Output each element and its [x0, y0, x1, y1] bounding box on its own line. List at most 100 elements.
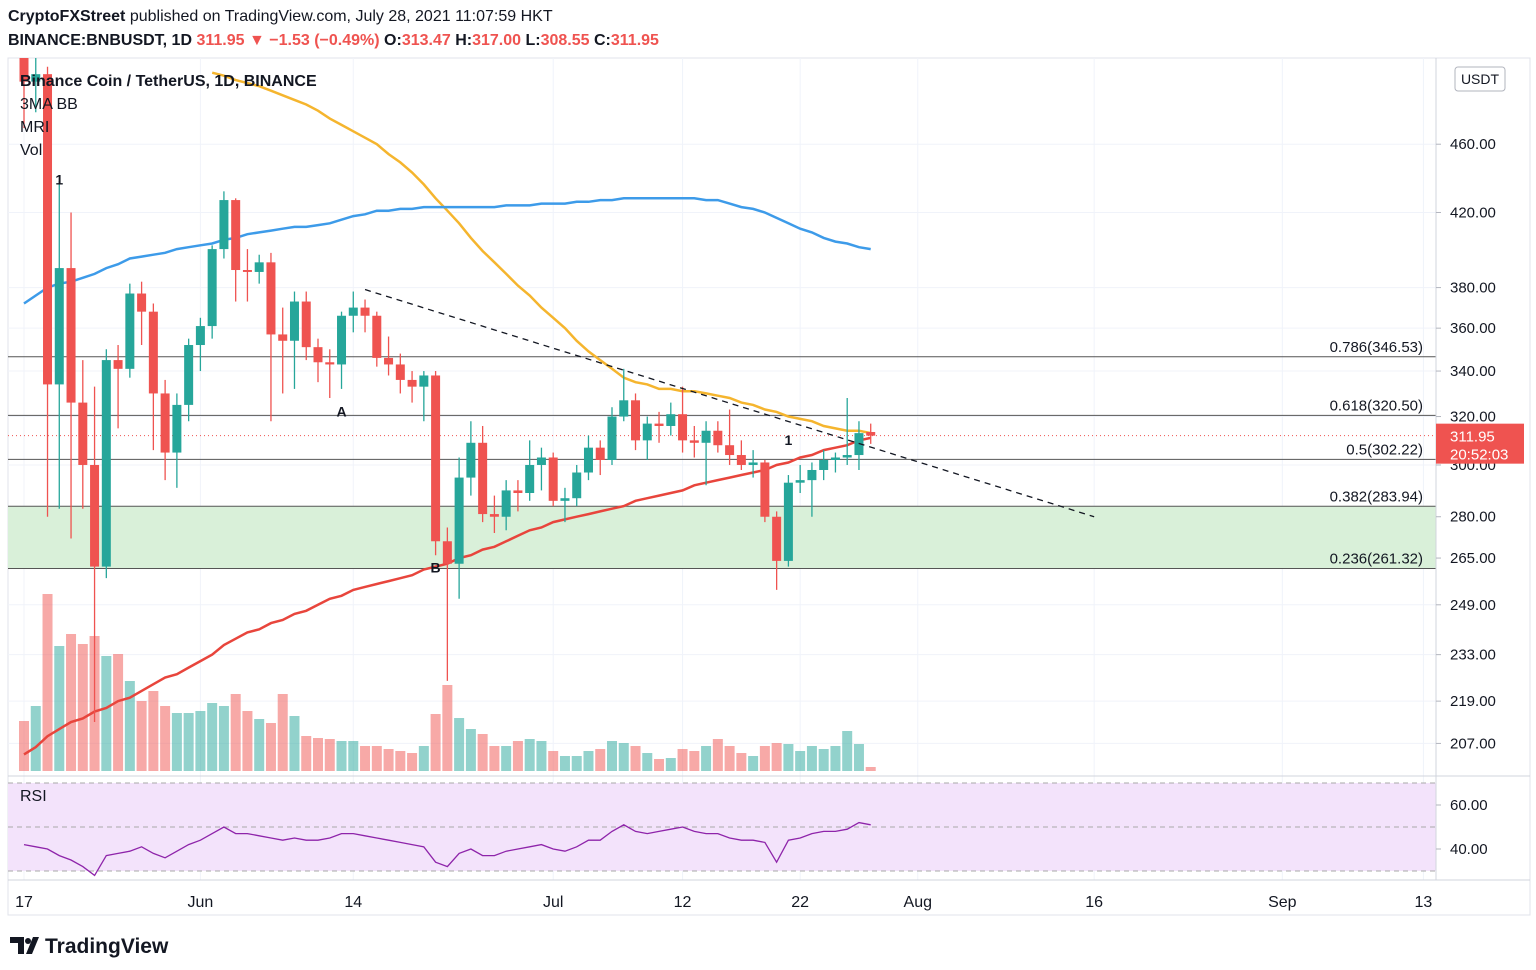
fib-label: 0.5(302.22) — [1346, 441, 1423, 458]
candle-body — [207, 249, 217, 327]
candle-body — [78, 402, 88, 465]
volume-bar — [113, 654, 124, 771]
volume-bar — [454, 718, 465, 771]
volume-bar — [689, 751, 700, 771]
volume-bar — [630, 746, 641, 771]
x-tick-label: 12 — [674, 894, 692, 911]
last-price: 311.95 — [1450, 429, 1495, 446]
volume-bar — [830, 746, 841, 771]
publisher: CryptoFXStreet — [8, 8, 126, 25]
volume-bar — [853, 744, 864, 771]
header-line-2: BINANCE:BNBUSDT, 1D 311.95 ▼ −1.53 (−0.4… — [8, 32, 659, 49]
signal-marker: 1 — [785, 432, 793, 448]
candle-body — [501, 490, 511, 517]
volume-bar — [30, 706, 41, 771]
candle-body — [678, 414, 688, 441]
last-price-box — [1436, 423, 1524, 464]
candle-body — [313, 347, 323, 363]
volume-bar — [348, 741, 359, 771]
candle-body — [466, 442, 476, 478]
l-label: L: — [525, 32, 540, 49]
volume-bar — [536, 741, 547, 771]
candle-body — [31, 74, 41, 82]
volume-bar — [771, 743, 782, 771]
volume-bar — [242, 711, 253, 771]
currency-box[interactable] — [1454, 66, 1506, 92]
volume-bar — [595, 749, 606, 771]
volume-bar — [842, 731, 853, 771]
candle-body — [572, 472, 582, 499]
y-tick-label: 207.00 — [1450, 735, 1496, 752]
candle-body — [360, 307, 370, 316]
rsi-tick-label: 40.00 — [1450, 841, 1488, 858]
y-tick-label: 233.00 — [1450, 647, 1496, 664]
candle-body — [90, 464, 100, 567]
x-tick-label: 14 — [344, 894, 362, 911]
volume-bar — [583, 751, 594, 771]
volume-bar — [654, 759, 665, 771]
arrow: ▼ — [249, 32, 265, 49]
volume-bar — [66, 634, 77, 771]
candle-body — [419, 375, 429, 387]
logo-icon — [10, 937, 39, 954]
volume-bar — [489, 746, 500, 771]
x-tick-label: Aug — [904, 894, 932, 911]
volume-bar — [54, 646, 65, 771]
candle-body — [795, 480, 805, 483]
candle-body — [219, 200, 229, 250]
volume-bar — [383, 749, 394, 771]
candle-body — [242, 270, 252, 272]
candle-body — [725, 445, 735, 456]
volume-bar — [301, 736, 312, 771]
volume-bar — [171, 713, 182, 771]
volume-bar — [759, 746, 770, 771]
candle-body — [184, 345, 194, 405]
published: published on TradingView.com, July 28, 2… — [130, 8, 553, 25]
y-tick-label: 265.00 — [1450, 550, 1496, 567]
fib-label: 0.236(261.32) — [1330, 551, 1423, 568]
volume-bar — [865, 767, 876, 771]
candle-body — [819, 459, 829, 470]
volume-bar — [701, 746, 712, 771]
volume-bar — [418, 746, 429, 771]
volume-bar — [607, 741, 617, 771]
candle-body — [807, 469, 817, 481]
support-zone — [8, 506, 1436, 569]
volume-bar — [19, 721, 29, 771]
x-tick-label: 17 — [15, 894, 33, 911]
moving-average — [23, 197, 871, 305]
candle-body — [101, 360, 111, 567]
l: 308.55 — [541, 32, 590, 49]
signal-marker: 1 — [55, 171, 63, 187]
candle-body — [525, 464, 535, 494]
x-tick-label: 16 — [1085, 894, 1103, 911]
volume-bar — [712, 739, 723, 771]
volume-bar — [465, 729, 476, 771]
volume-bar — [136, 701, 147, 771]
volume-bar — [207, 703, 218, 771]
currency: USDT — [1461, 71, 1500, 87]
candle-body — [631, 400, 641, 441]
volume-bar — [218, 706, 229, 771]
o-label: O: — [384, 32, 402, 49]
volume-bar — [559, 756, 570, 771]
o: 313.47 — [402, 32, 451, 49]
candle-body — [113, 360, 123, 369]
fib-label: 0.382(283.94) — [1330, 488, 1423, 505]
candle-body — [748, 462, 758, 465]
volume-bar — [148, 691, 159, 771]
candle-body — [619, 400, 629, 417]
c-label: C: — [594, 32, 611, 49]
c: 311.95 — [611, 32, 659, 49]
y-tick-label: 380.00 — [1450, 280, 1496, 297]
volume-bar — [265, 723, 276, 771]
candle-body — [783, 482, 793, 561]
candle-body — [830, 457, 840, 460]
rsi-line — [23, 821, 871, 877]
volume-bar — [501, 746, 512, 771]
candle-body — [301, 301, 311, 348]
volume-bar — [442, 685, 453, 771]
candle-body — [642, 423, 652, 441]
volume-bar — [748, 756, 759, 771]
legend-indicator: Vol — [20, 142, 42, 159]
